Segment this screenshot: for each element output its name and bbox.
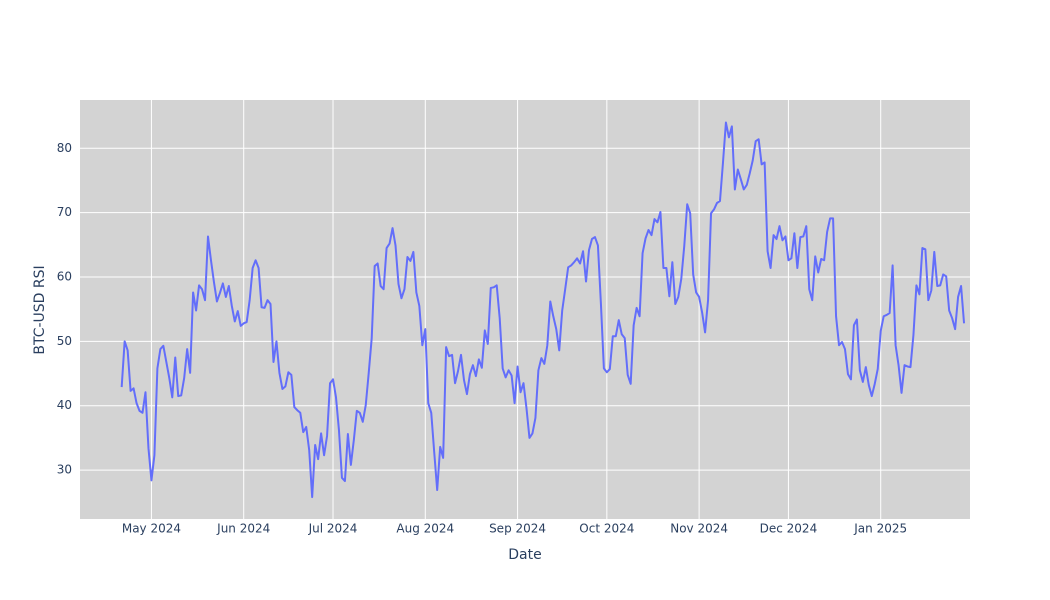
x-tick-label: Aug 2024 [396,522,454,536]
x-tick-label: Nov 2024 [670,522,728,536]
rsi-line [120,121,966,499]
y-tick-label: 70 [57,205,72,219]
x-tick-label: Dec 2024 [760,522,818,536]
y-tick-label: 50 [57,334,72,348]
x-tick-label: Sep 2024 [489,522,546,536]
x-tick-label: Oct 2024 [579,522,634,536]
x-tick-label: May 2024 [122,522,181,536]
y-tick-label: 40 [57,398,72,412]
y-axis-title: BTC-USD RSI [32,265,48,354]
x-tick-label: Jul 2024 [308,522,358,536]
y-tick-label: 60 [57,269,72,283]
y-tick-label: 30 [57,463,72,477]
y-tick-label: 80 [57,141,72,155]
x-axis-title: Date [508,547,541,563]
plot-area [80,100,970,519]
x-tick-label: Jun 2024 [216,522,270,536]
x-tick-label: Jan 2025 [853,522,907,536]
